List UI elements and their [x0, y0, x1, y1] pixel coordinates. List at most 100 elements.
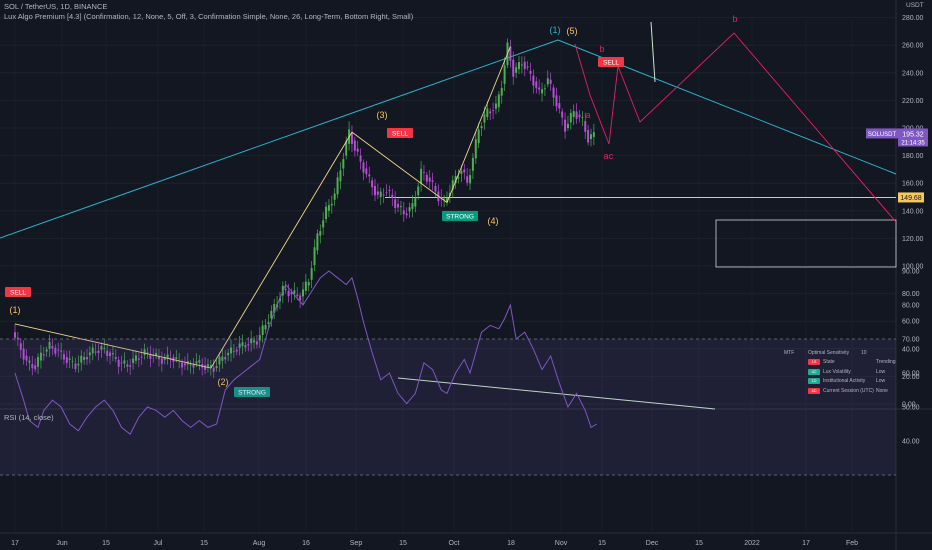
- candle-body: [509, 46, 512, 61]
- candle-body: [584, 121, 587, 132]
- candle-body: [362, 162, 365, 173]
- candle-body: [22, 348, 25, 360]
- y-tick-label: 260.00: [902, 43, 924, 50]
- candle-body: [555, 95, 558, 107]
- countdown-label: 21:14:35: [901, 140, 925, 146]
- candle-body: [379, 191, 382, 197]
- candle-body: [515, 67, 518, 73]
- candle-body: [356, 148, 359, 152]
- x-tick-label: 18: [507, 540, 515, 547]
- candle-body: [457, 177, 460, 179]
- candle-body: [538, 87, 541, 90]
- candle-body: [250, 338, 253, 344]
- candle-body: [74, 363, 77, 370]
- candle-body: [330, 203, 333, 206]
- currency-label: USDT: [906, 2, 924, 9]
- candle-body: [310, 268, 313, 280]
- candle-body: [474, 139, 477, 159]
- trendline-short: [650, 21, 656, 83]
- wave-annotation: (1): [550, 25, 561, 35]
- y-tick-label: 20.00: [902, 374, 920, 381]
- candle-body: [535, 81, 538, 89]
- candle-body: [572, 111, 575, 117]
- candle-body: [546, 78, 549, 85]
- x-tick-label: Nov: [555, 540, 568, 547]
- candle-body: [195, 361, 198, 364]
- candle-body: [51, 346, 54, 349]
- candle-body: [327, 205, 330, 211]
- candle-body: [77, 363, 80, 366]
- rsi-title: RSI (14, close): [4, 413, 54, 422]
- candle-body: [587, 130, 590, 143]
- candle-body: [123, 360, 126, 364]
- candle-body: [83, 356, 86, 360]
- y-tick-label: 180.00: [902, 153, 924, 160]
- candle-body: [581, 117, 584, 118]
- candle-body: [518, 62, 520, 70]
- signal-label: SELL: [392, 131, 408, 138]
- candle-body: [264, 324, 267, 330]
- candle-body: [443, 198, 446, 200]
- candle-body: [316, 233, 319, 251]
- candle-body: [132, 358, 135, 364]
- candle-body: [302, 289, 304, 297]
- candle-body: [28, 360, 31, 363]
- candle-body: [374, 185, 376, 196]
- candle-body: [143, 349, 146, 355]
- y-tick-label: 240.00: [902, 70, 924, 77]
- candle-body: [566, 123, 569, 128]
- candle-body: [80, 355, 83, 363]
- status-row: 1D Institutional Activity Low: [784, 377, 904, 387]
- wave-label: (2): [218, 377, 229, 387]
- wave-line: [446, 46, 511, 203]
- candle-body: [376, 191, 379, 195]
- current-price-tag: [898, 128, 928, 147]
- signal-badge: [234, 387, 270, 397]
- candle-body: [129, 365, 132, 367]
- candle-body: [425, 174, 428, 182]
- x-tick-label: 17: [802, 540, 810, 547]
- candle-body: [492, 110, 495, 111]
- y-tick-label: 40.00: [902, 346, 920, 353]
- candle-body: [258, 335, 261, 341]
- candle-body: [126, 364, 129, 367]
- candle-body: [307, 282, 310, 286]
- candle-body: [241, 342, 244, 347]
- candle-body: [60, 350, 63, 352]
- candle-body: [434, 185, 437, 192]
- trendline-upper: [0, 39, 559, 239]
- candle-body: [100, 346, 103, 350]
- candle-body: [111, 353, 114, 355]
- x-tick-label: Jun: [56, 540, 67, 547]
- candle-body: [549, 79, 552, 84]
- candle-body: [503, 65, 506, 84]
- rsi-tick-label: 40.00: [902, 439, 920, 446]
- candle-body: [322, 220, 325, 228]
- candle-body: [62, 354, 65, 360]
- x-tick-label: 15: [102, 540, 110, 547]
- y-tick-label: 0.00: [902, 402, 916, 409]
- candle-body: [230, 347, 232, 354]
- candle-body: [261, 325, 264, 335]
- candle-body: [204, 365, 207, 370]
- candle-body: [520, 64, 523, 66]
- candle-body: [477, 129, 480, 144]
- candle-body: [371, 180, 374, 188]
- candle-body: [480, 126, 483, 128]
- candle-body: [57, 349, 60, 351]
- candle-body: [270, 310, 273, 319]
- candle-body: [494, 103, 497, 109]
- wave-annotation: b: [732, 14, 737, 24]
- candle-body: [592, 132, 595, 137]
- candle-body: [238, 343, 241, 348]
- candle-body: [446, 198, 448, 203]
- chart-title: SOL / TetherUS, 1D, BINANCE: [4, 2, 108, 11]
- signal-badge: [5, 287, 31, 297]
- candle-body: [247, 344, 250, 346]
- candle-body: [45, 349, 48, 352]
- candle-body: [428, 177, 431, 182]
- candle-body: [224, 357, 227, 360]
- candle-body: [117, 359, 120, 367]
